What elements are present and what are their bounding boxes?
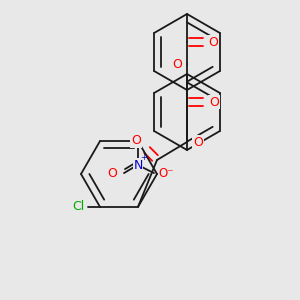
Text: Cl: Cl — [72, 200, 84, 213]
Text: O: O — [208, 35, 218, 49]
Text: O: O — [172, 58, 182, 70]
Text: O: O — [193, 136, 203, 148]
Text: O: O — [131, 134, 141, 148]
Text: O⁻: O⁻ — [158, 167, 174, 180]
Text: N: N — [133, 159, 143, 172]
Text: +: + — [141, 153, 147, 162]
Text: O: O — [107, 167, 117, 180]
Text: O: O — [209, 95, 219, 109]
